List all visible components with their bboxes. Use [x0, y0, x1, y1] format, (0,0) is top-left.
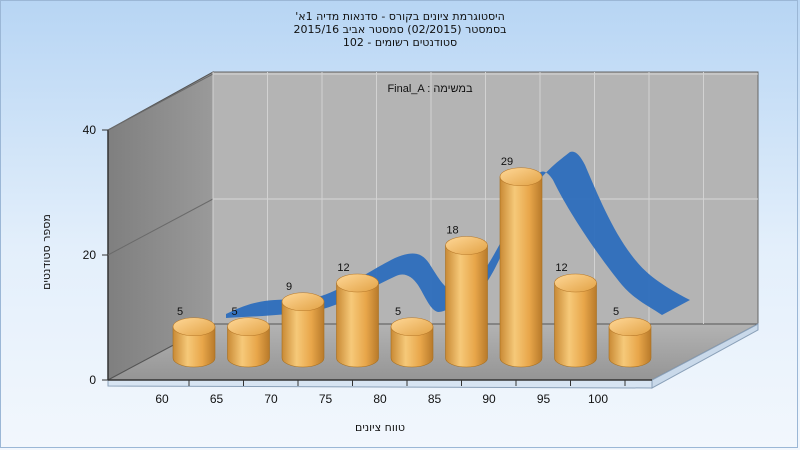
- bar-body: [390, 326, 434, 368]
- x-tick-label: 60: [155, 392, 169, 406]
- bar-top: [336, 273, 379, 293]
- side-gridline: [107, 73, 214, 131]
- x-tick-label: 65: [210, 392, 224, 406]
- bar-top: [390, 317, 434, 337]
- task-label: Final_A : במשימה: [387, 83, 473, 95]
- x-tick-label: 95: [537, 392, 551, 406]
- bar-body: [336, 282, 379, 368]
- side-gridline: [107, 198, 214, 256]
- bar-top: [608, 317, 652, 337]
- chart-subtitle: בסמסטר (02/2015) סמסטר אביב 2015/16: [293, 23, 507, 36]
- bar-top: [554, 273, 597, 293]
- bar-body: [281, 301, 325, 368]
- bar-value-label: 5: [395, 306, 401, 318]
- bars-group: 5 5 9 12 5 18 29 12 5: [172, 156, 652, 368]
- x-tick-label: 75: [319, 392, 333, 406]
- x-axis-title: טווח ציונים: [355, 421, 405, 434]
- x-tick-label: 80: [373, 392, 387, 406]
- bar-body: [445, 245, 488, 368]
- bar-top: [172, 317, 216, 337]
- bar-value-label: 18: [446, 225, 458, 237]
- chart-title: היסטוגרמת ציונים בקורס - סדנאות מדיה 1א': [295, 10, 505, 23]
- chart-registered-count: סטודנטים רשומים - 102: [342, 36, 458, 49]
- x-tick-label: 85: [428, 392, 442, 406]
- bar-top: [445, 236, 488, 255]
- bar-top: [499, 167, 543, 187]
- bar-value-label: 29: [501, 156, 513, 168]
- x-tick-label: 70: [264, 392, 278, 406]
- x-tick-label: 90: [482, 392, 496, 406]
- bar-body: [608, 326, 652, 368]
- bar-body: [499, 176, 543, 368]
- y-tick-label: 40: [83, 123, 97, 137]
- bar-value-label: 5: [177, 306, 183, 318]
- y-axis-title: מספר סטודנטים: [40, 214, 53, 290]
- chart-title-block: היסטוגרמת ציונים בקורס - סדנאות מדיה 1א'…: [0, 10, 800, 49]
- distribution-curve: [226, 151, 690, 318]
- bar-body: [227, 326, 270, 368]
- bar-body: [172, 326, 216, 368]
- bar-value-label: 5: [613, 306, 619, 318]
- y-tick-label: 20: [83, 248, 97, 262]
- bar-body: [554, 282, 597, 368]
- bar-top: [281, 292, 325, 312]
- bar-value-label: 9: [286, 281, 292, 293]
- bar-value-label: 5: [231, 306, 237, 318]
- x-tick-label: 100: [588, 392, 608, 406]
- y-tick-labels: 0 20 40: [83, 123, 108, 387]
- x-tick-labels: 60 65 70 75 80 85 90 95 100: [155, 380, 626, 406]
- bar-value-label: 12: [555, 262, 567, 274]
- bar-top: [227, 317, 270, 337]
- y-tick-label: 0: [89, 373, 96, 387]
- bar-value-label: 12: [337, 262, 349, 274]
